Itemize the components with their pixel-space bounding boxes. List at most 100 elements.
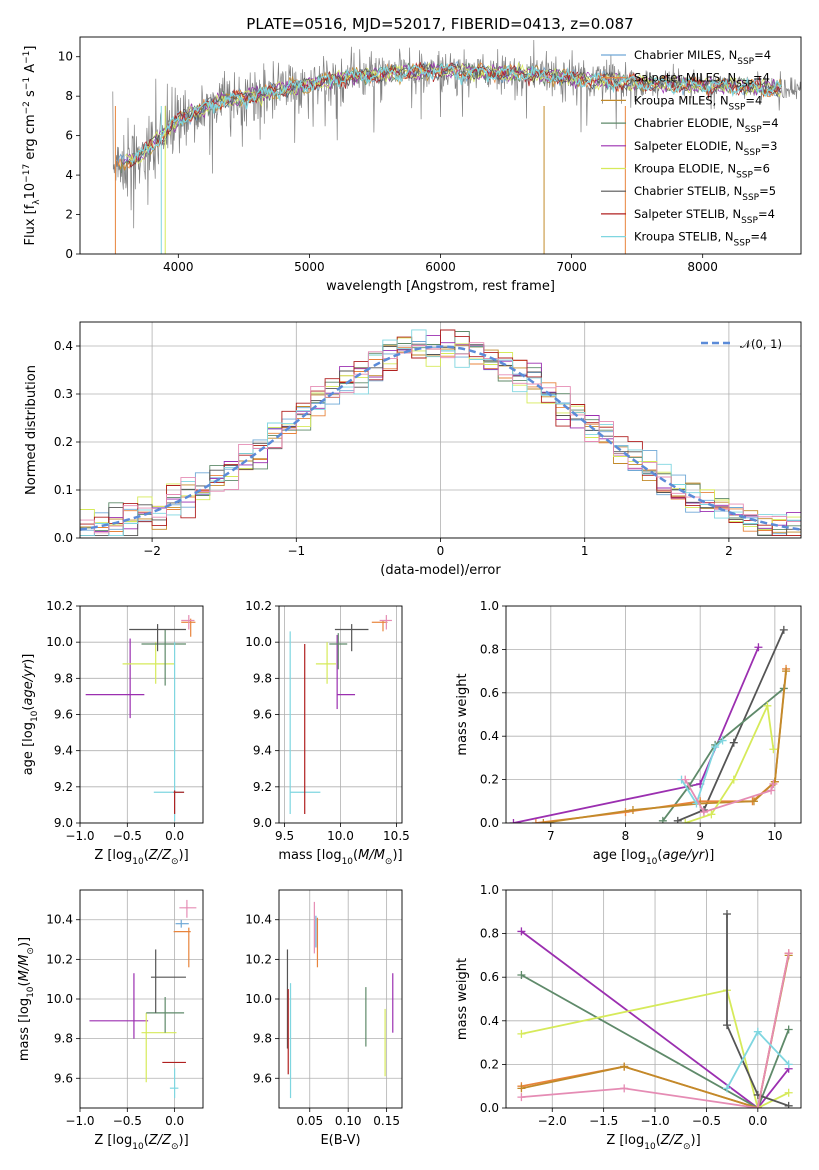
panel-age_vs_Z: −1.0 −0.5 0.0 9.0 9.2 9.4 9.6 9.8 10.0 10.2 Z [log… [21,599,204,867]
panel-weight_vs_Z: −2.0 −1.5 −1.0 −0.5 0.0 0.0 0.2 0.4 0.6 0.8 1.0 Z [… [455,883,802,1152]
y-tick-label: 9.4 [54,744,73,758]
model-line [130,62,782,164]
panel-mass_vs_ebv: 0.05 0.10 0.15 9.6 9.8 10.0 10.2 10.4 E(B-V) [245,889,403,1148]
plot-area [80,322,801,538]
x-tick-label: 0.15 [373,1114,400,1128]
errorbar-point [334,624,369,652]
series-path [520,974,790,1108]
x-axis-label: age [log10(age/yr)] [593,848,715,867]
y-tick-label: 9.4 [253,744,272,758]
data-point [681,819,690,823]
figure-title: PLATE=0516, MJD=52017, FIBERID=0413, z=0… [246,15,633,33]
data-point [729,738,738,747]
legend-entry: Chabrier STELIB, NSSP=5 [634,184,776,203]
errorbar-point [153,642,185,822]
x-tick-label: 0 [437,544,445,558]
y-axis-label: age [log10(age/yr)] [21,654,40,776]
data-point [517,927,526,936]
errorbar-point [141,629,186,686]
data-point [620,1062,629,1071]
y-tick-label: 9.8 [253,671,272,685]
data-point [784,1101,793,1108]
model-line [125,62,782,165]
y-tick-label: 0.0 [480,816,499,830]
y-tick-label: 10.0 [245,635,272,649]
x-tick-label: 0.10 [335,1114,362,1128]
y-tick-label: 9.6 [253,708,272,722]
x-tick-label: 4000 [163,260,194,274]
errorbar-point [173,927,191,968]
data-point [517,971,526,980]
y-tick-label: 2 [65,208,73,222]
plot-area [112,39,801,254]
errorbar-point [336,634,356,710]
panel-age_vs_mass: 9.5 10.0 10.5 9.0 9.2 9.4 9.6 9.8 10.0 10.2 mass [… [245,599,409,867]
series-line [531,664,791,823]
series-path [684,779,775,814]
series-path [677,629,785,822]
y-tick-label: 9.8 [54,1032,73,1046]
y-axis-label: Normed distribution [24,365,39,495]
panel-mass_vs_Z: −1.0 −0.5 0.0 9.6 9.8 10.0 10.2 10.4 Z [log10(Z/… [17,889,204,1152]
y-tick-label: 10.0 [46,635,73,649]
data-point [749,797,758,806]
y-tick-label: 0.0 [480,1101,499,1115]
y-tick-label: 0.4 [54,339,73,353]
panel-weight_vs_age: 7 8 9 10 0.0 0.2 0.4 0.6 0.8 1.0 age [log10(age/yr… [455,599,802,867]
errorbar-point [173,790,185,814]
data-point [539,819,548,823]
x-tick-label: 2 [725,544,733,558]
data-point [699,808,708,817]
legend-entry: Kroupa MILES, NSSP=4 [634,93,762,112]
y-tick-label: 1.0 [480,883,499,897]
normal-curve [80,345,801,531]
legend-entry: 𝒩(0, 1) [740,337,782,351]
plot-area [506,890,801,1108]
y-tick-label: 9.8 [54,671,73,685]
series-path [684,702,775,823]
data-point [509,819,518,823]
data-point [784,1025,793,1034]
x-tick-label: 0.0 [165,1114,184,1128]
y-tick-label: 0.4 [480,1014,499,1028]
x-tick-label: 6000 [425,260,456,274]
axes-frame [79,889,204,1109]
x-tick-label: 8 [622,829,630,843]
data-point [628,805,637,814]
errorbar-point [379,615,392,630]
y-tick-label: 0.4 [480,729,499,743]
series-path [543,671,787,823]
plot-area [279,890,402,1108]
y-tick-label: 0.0 [54,531,73,545]
y-tick-label: 0 [65,247,73,261]
legend-entry: Salpeter MILES, NSSP=4 [634,71,770,90]
y-tick-label: 10.4 [46,913,73,927]
y-tick-label: 9.6 [253,1071,272,1085]
y-tick-label: 0.8 [480,927,499,941]
y-tick-label: 9.2 [253,780,272,794]
axes-frame [79,321,802,539]
errorbar-point [146,997,185,1033]
errorbar-point [141,1012,177,1083]
y-axis-label: mass weight [455,958,470,1040]
data-point [784,1088,793,1097]
series-path [513,646,760,823]
data-point [769,779,778,788]
axes-frame [278,889,403,1109]
y-tick-label: 10.2 [245,952,272,966]
histogram-step [80,342,801,534]
series-line [517,949,793,1108]
y-axis-label: mass [log10(M/M⊙)] [17,937,36,1061]
y-tick-label: 10.2 [46,599,73,613]
y-tick-label: 10.4 [245,913,272,927]
x-tick-label: −0.5 [113,829,142,843]
y-tick-label: 9.0 [54,816,73,830]
x-tick-label: −2 [143,544,161,558]
y-tick-label: 10.2 [46,952,73,966]
errorbar-point [85,638,145,719]
x-tick-label: −0.5 [692,1114,721,1128]
legend: Chabrier MILES, NSSP=4 Salpeter MILES, NS… [601,48,779,249]
errorbar-point [371,620,388,632]
y-tick-label: 1.0 [480,599,499,613]
